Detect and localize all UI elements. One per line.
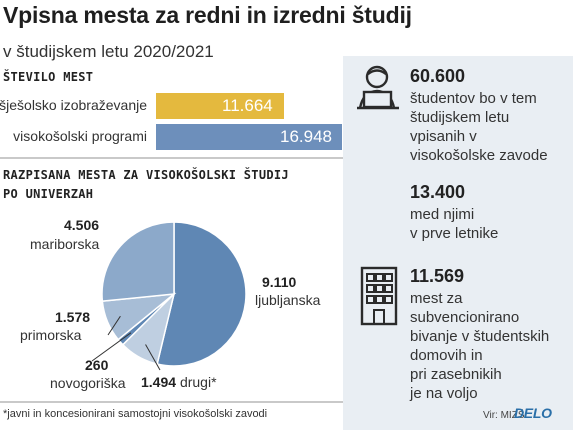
stat-housing-line-6: je na voljo	[410, 385, 478, 402]
pie-name-drugi: drugi*	[179, 374, 217, 390]
section-divider	[0, 157, 343, 159]
stat-housing-number: 11.569	[410, 266, 465, 286]
bar-value-visokosolski: 16.948	[280, 127, 332, 146]
dormitory-building-icon	[360, 266, 398, 326]
stat-students-number: 60.600	[410, 66, 466, 86]
footer-divider	[0, 401, 343, 403]
bar-visokosolski	[156, 124, 342, 150]
brand-logo: DELO	[514, 405, 552, 421]
pie-slice-ljubljanska	[156, 221, 247, 367]
stat-first-year-line-1: med njimi	[410, 206, 475, 223]
pie-value-ljubljanska: 9.110	[262, 274, 297, 290]
pie-name-mariborska: mariborska	[30, 236, 100, 252]
page-subtitle: v študijskem letu 2020/2021	[3, 42, 214, 61]
pie-name-novogoriska: novogoriška	[50, 375, 126, 391]
leader-line-primorska	[107, 315, 121, 336]
pie-chart-title-line-1: RAZPISANA MESTA ZA VISOKOŠOLSKI ŠTUDIJ	[3, 168, 289, 182]
pie-label-novogoriska: 260	[85, 357, 108, 373]
leader-line-drugi	[145, 344, 161, 371]
bar-label-visokosolski: visokošolski programi	[13, 128, 147, 144]
stat-first-year-number: 13.400	[410, 182, 466, 202]
stat-housing-line-2: subvencionirano	[410, 309, 520, 326]
pie-value-novogoriska: 260	[85, 357, 109, 373]
source-credit: Vir: MIZŠ	[483, 410, 525, 421]
stat-housing-line-4: domovih in	[410, 347, 483, 364]
stat-housing-line-5: pri zasebnikih	[410, 366, 502, 383]
stat-housing-line-1: mest za	[410, 290, 463, 307]
pie-label-ljubljanska: 9.110	[262, 274, 296, 290]
bar-value-visjesolsko: 11.664	[222, 96, 273, 115]
student-at-laptop-icon	[357, 65, 399, 110]
stat-students-line-4: visokošolske zavode	[410, 147, 548, 164]
bar-label-visjesolsko: višješolsko izobraževanje	[0, 97, 147, 113]
pie-slice-mariborska	[101, 221, 175, 302]
pie-chart-title-line-2: PO UNIVERZAH	[3, 187, 94, 201]
stat-housing-line-3: bivanje v študentskih	[410, 328, 550, 345]
stat-students-line-2: študijskem letu	[410, 109, 510, 126]
side-panel	[343, 56, 573, 430]
leader-line-novogoriska	[91, 332, 132, 362]
stat-first-year-line-2: v prve letnike	[410, 225, 499, 242]
footnote: *javni in koncesionirani samostojni viso…	[3, 408, 268, 420]
pie-value-primorska: 1.578	[55, 309, 91, 325]
pie-label-primorska: 1.578	[55, 309, 90, 325]
pie-value-drugi: 1.494	[141, 374, 177, 390]
stat-students-line-3: vpisanih v	[410, 128, 477, 145]
pie-label-mariborska: 4.506	[64, 217, 99, 233]
pie-name-primorska: primorska	[20, 327, 82, 343]
bar-chart-title: ŠTEVILO MEST	[3, 70, 94, 84]
stat-students-line-1: študentov bo v tem	[410, 90, 537, 107]
pie-chart	[91, 221, 247, 371]
pie-label-drugi: 1.494 drugi*	[141, 374, 217, 390]
pie-value-mariborska: 4.506	[64, 217, 100, 233]
page-title: Vpisna mesta za redni in izredni študij	[3, 2, 412, 28]
bar-visjesolsko	[156, 93, 284, 119]
pie-name-ljubljanska: ljubljanska	[255, 292, 321, 308]
